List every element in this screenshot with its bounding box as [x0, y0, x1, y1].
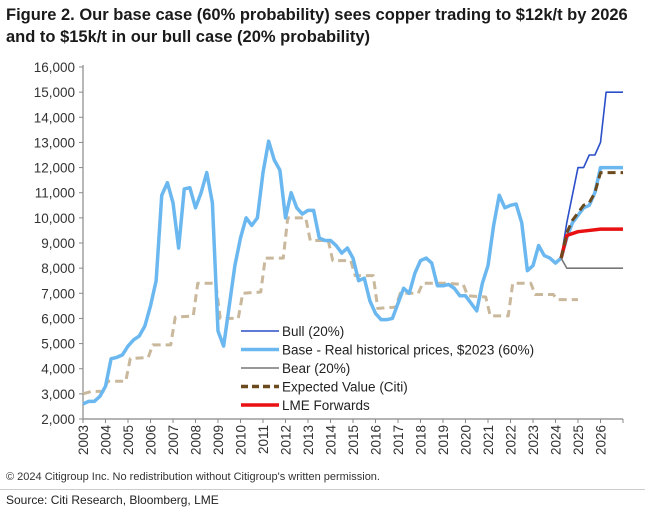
x-tick-label: 2007 [166, 425, 181, 455]
y-tick-label: 15,000 [34, 85, 75, 100]
legend-label: Base - Real historical prices, $2023 (60… [282, 343, 534, 358]
source-note: Source: Citi Research, Bloomberg, LME [6, 493, 219, 507]
x-tick-label: 2022 [504, 425, 519, 455]
y-tick-label: 3,000 [41, 387, 75, 402]
y-tick-label: 16,000 [34, 60, 75, 75]
x-tick-label: 2019 [436, 425, 451, 455]
y-tick-label: 8,000 [41, 261, 75, 276]
x-tick-label: 2023 [526, 425, 541, 455]
legend-label: Bear (20%) [282, 361, 350, 376]
legend-label: Expected Value (Citi) [282, 380, 408, 395]
y-tick-label: 6,000 [41, 311, 75, 326]
series-line-4 [559, 227, 623, 259]
x-tick-label: 2018 [414, 425, 429, 455]
x-tick-label: 2011 [256, 425, 271, 454]
y-tick-label: 11,000 [35, 186, 75, 201]
x-tick-label: 2012 [279, 425, 294, 455]
x-tick-label: 2024 [549, 425, 564, 456]
y-tick-label: 2,000 [41, 412, 75, 427]
y-tick-label: 12,000 [34, 161, 75, 176]
x-tick-label: 2016 [369, 425, 384, 455]
x-tick-label: 2020 [459, 425, 474, 455]
series-line-2 [560, 257, 623, 269]
x-tick-label: 2003 [76, 425, 91, 455]
x-tick-label: 2006 [144, 425, 159, 455]
y-tick-label: 7,000 [41, 286, 75, 301]
legend-label: Bull (20%) [282, 324, 344, 339]
chart: 2,000 3,000 4,000 5,000 6,000 7,000 8,000 9,000… [34, 60, 624, 456]
y-tick-label: 5,000 [41, 337, 75, 352]
x-tick-label: 2026 [594, 425, 609, 455]
x-tick-label: 2013 [301, 425, 316, 455]
x-tick-label: 2015 [346, 425, 361, 455]
y-tick-label: 9,000 [41, 236, 75, 251]
x-tick-label: 2009 [211, 425, 226, 455]
x-tick-label: 2005 [121, 425, 136, 455]
series-line-1 [82, 139, 623, 406]
divider [0, 489, 645, 490]
x-tick-label: 2014 [324, 425, 339, 456]
x-tick-label: 2004 [99, 425, 114, 456]
copyright-note: © 2024 Citigroup Inc. No redistribution … [6, 471, 380, 483]
chart-title: Figure 2. Our base case (60% probability… [6, 6, 628, 46]
legend-label: LME Forwards [282, 398, 370, 413]
x-tick-label: 2021 [481, 425, 496, 455]
series-line-0 [560, 91, 623, 259]
series-line-3 [559, 171, 623, 259]
y-tick-label: 10,000 [34, 211, 75, 226]
y-tick-label: 14,000 [34, 110, 75, 125]
x-tick-label: 2017 [391, 425, 406, 455]
x-tick-label: 2010 [234, 425, 249, 455]
y-tick-label: 13,000 [34, 135, 75, 150]
x-tick-label: 2008 [189, 425, 204, 455]
y-tick-label: 4,000 [41, 362, 75, 377]
x-tick-label: 2025 [571, 425, 586, 455]
